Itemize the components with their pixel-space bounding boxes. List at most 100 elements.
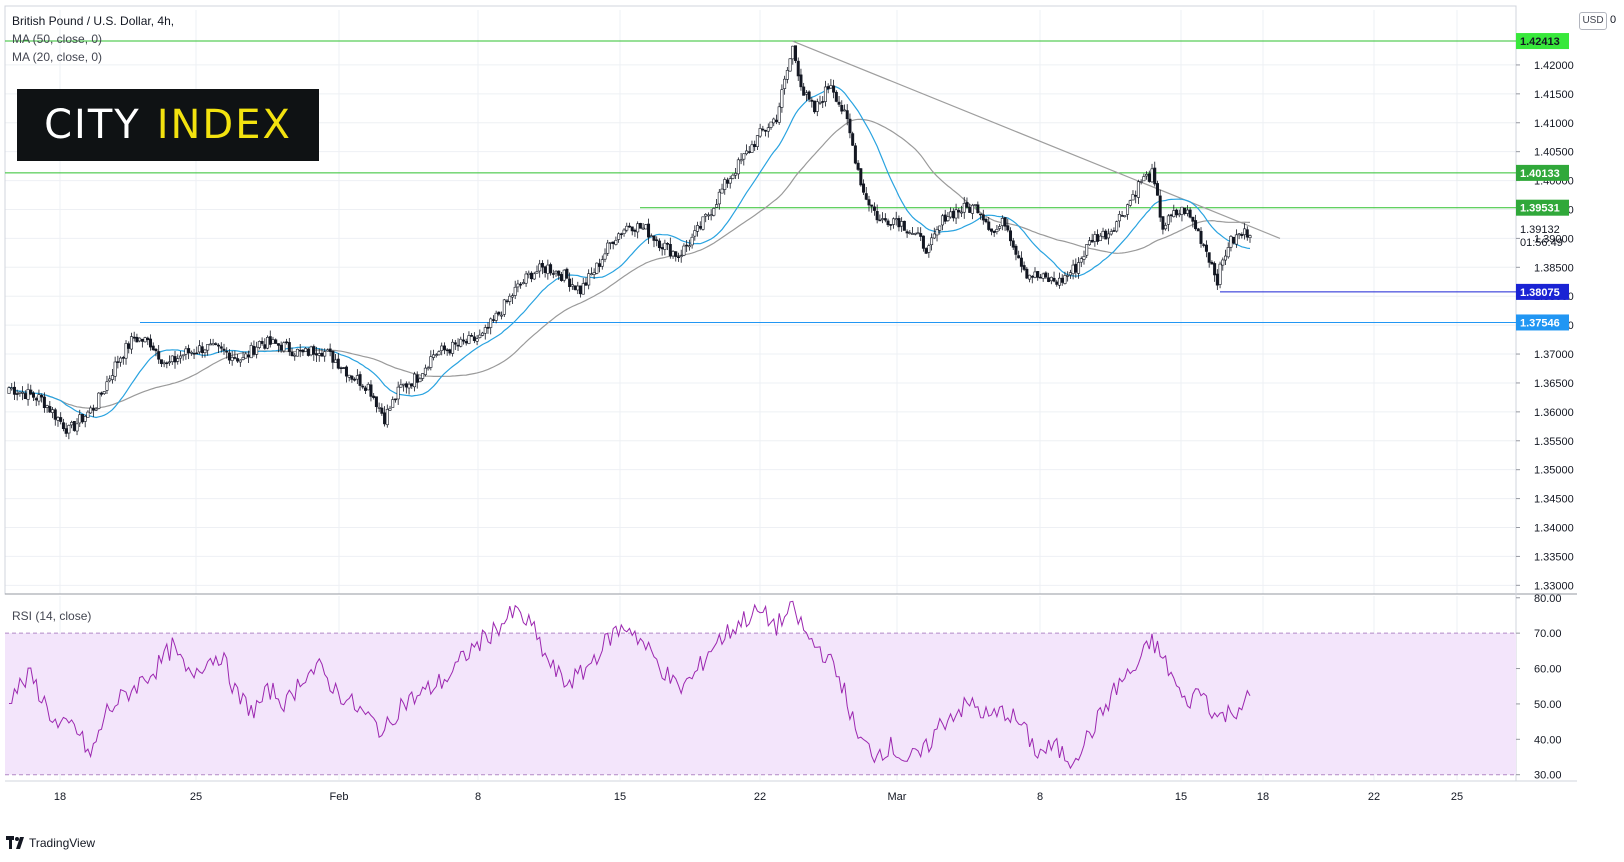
candle [154,347,158,357]
candle [747,146,751,154]
candle-body [149,338,153,348]
candle [442,342,446,355]
candle [720,183,724,194]
candle [1019,251,1023,273]
candle-body [170,355,174,362]
candle-body [257,341,261,348]
candle-body [86,411,90,418]
candle [521,279,525,285]
candle-body [1106,233,1110,239]
candle-body [119,357,123,363]
currency-button[interactable]: USD [1579,12,1607,30]
candle [274,338,278,344]
candle-body [380,407,384,414]
candle [121,355,125,365]
candle [701,216,705,231]
candle-body [1215,273,1219,286]
candle [374,396,378,413]
candle-body [554,270,558,274]
candle [159,359,163,367]
candle-body [238,359,242,363]
candle-body [968,206,972,213]
candle-body [1196,228,1200,232]
candle-body [260,341,264,344]
candle [769,121,773,130]
candle [355,369,359,385]
candle [464,338,468,346]
candle [750,140,754,153]
candle [149,334,153,351]
candle [908,230,912,235]
candle-body [61,422,65,430]
candle [622,228,626,237]
candle [935,226,939,242]
candle [519,282,523,289]
candle-body [151,345,155,351]
candle [1245,226,1249,241]
candle [467,331,471,345]
candle [638,222,642,229]
candle [810,97,814,108]
candle [187,344,191,360]
candle-body [696,225,700,232]
candle [1194,214,1198,231]
candle-body [59,417,63,422]
candle [921,235,925,252]
candle [608,242,612,250]
candle [404,381,408,394]
candle [7,386,11,394]
candle-body [456,344,460,347]
candle-body [293,354,297,357]
candle [579,285,583,298]
candle [45,404,49,413]
candle-body [840,105,844,112]
candle [1226,242,1230,259]
candle-body [217,344,221,347]
candle-body [18,391,22,394]
candle [271,336,275,344]
rsi-legend: RSI (14, close) [12,609,92,623]
candle-body [606,242,610,254]
candle-body [598,263,602,267]
candle-body [214,343,218,345]
candle-body [785,70,789,80]
candle-body [1090,239,1094,243]
candle-body [636,223,640,233]
candle-body [1019,257,1023,267]
candle-body [396,386,400,400]
candle-body [143,337,147,343]
candle [791,45,795,65]
candle [162,360,166,368]
candle-body [530,272,534,280]
candle-body [10,387,14,390]
candle-body [325,349,329,352]
candle [739,153,743,165]
candle-body [1131,194,1135,201]
candle [1172,204,1176,218]
candle [500,311,504,320]
tradingview-icon [6,836,24,849]
candle [80,413,84,424]
candle [497,311,501,317]
candle [12,381,16,401]
candle [257,340,261,350]
candle [1120,211,1124,217]
candle [1229,235,1233,252]
candle-body [222,348,226,351]
tradingview-brand[interactable]: TradingView [6,836,95,850]
candle [97,392,101,410]
candle [644,223,648,230]
candle [987,216,991,232]
candle [614,236,618,246]
candle-body [946,216,950,221]
candle-body [377,407,381,409]
candle [1166,214,1170,232]
candle [679,249,683,263]
candle-body [981,214,985,221]
candle-body [1047,277,1051,282]
candle [413,371,417,392]
candle [676,252,680,262]
candle-body [1011,240,1015,248]
candle-body [178,355,182,359]
candle-body [342,367,346,369]
